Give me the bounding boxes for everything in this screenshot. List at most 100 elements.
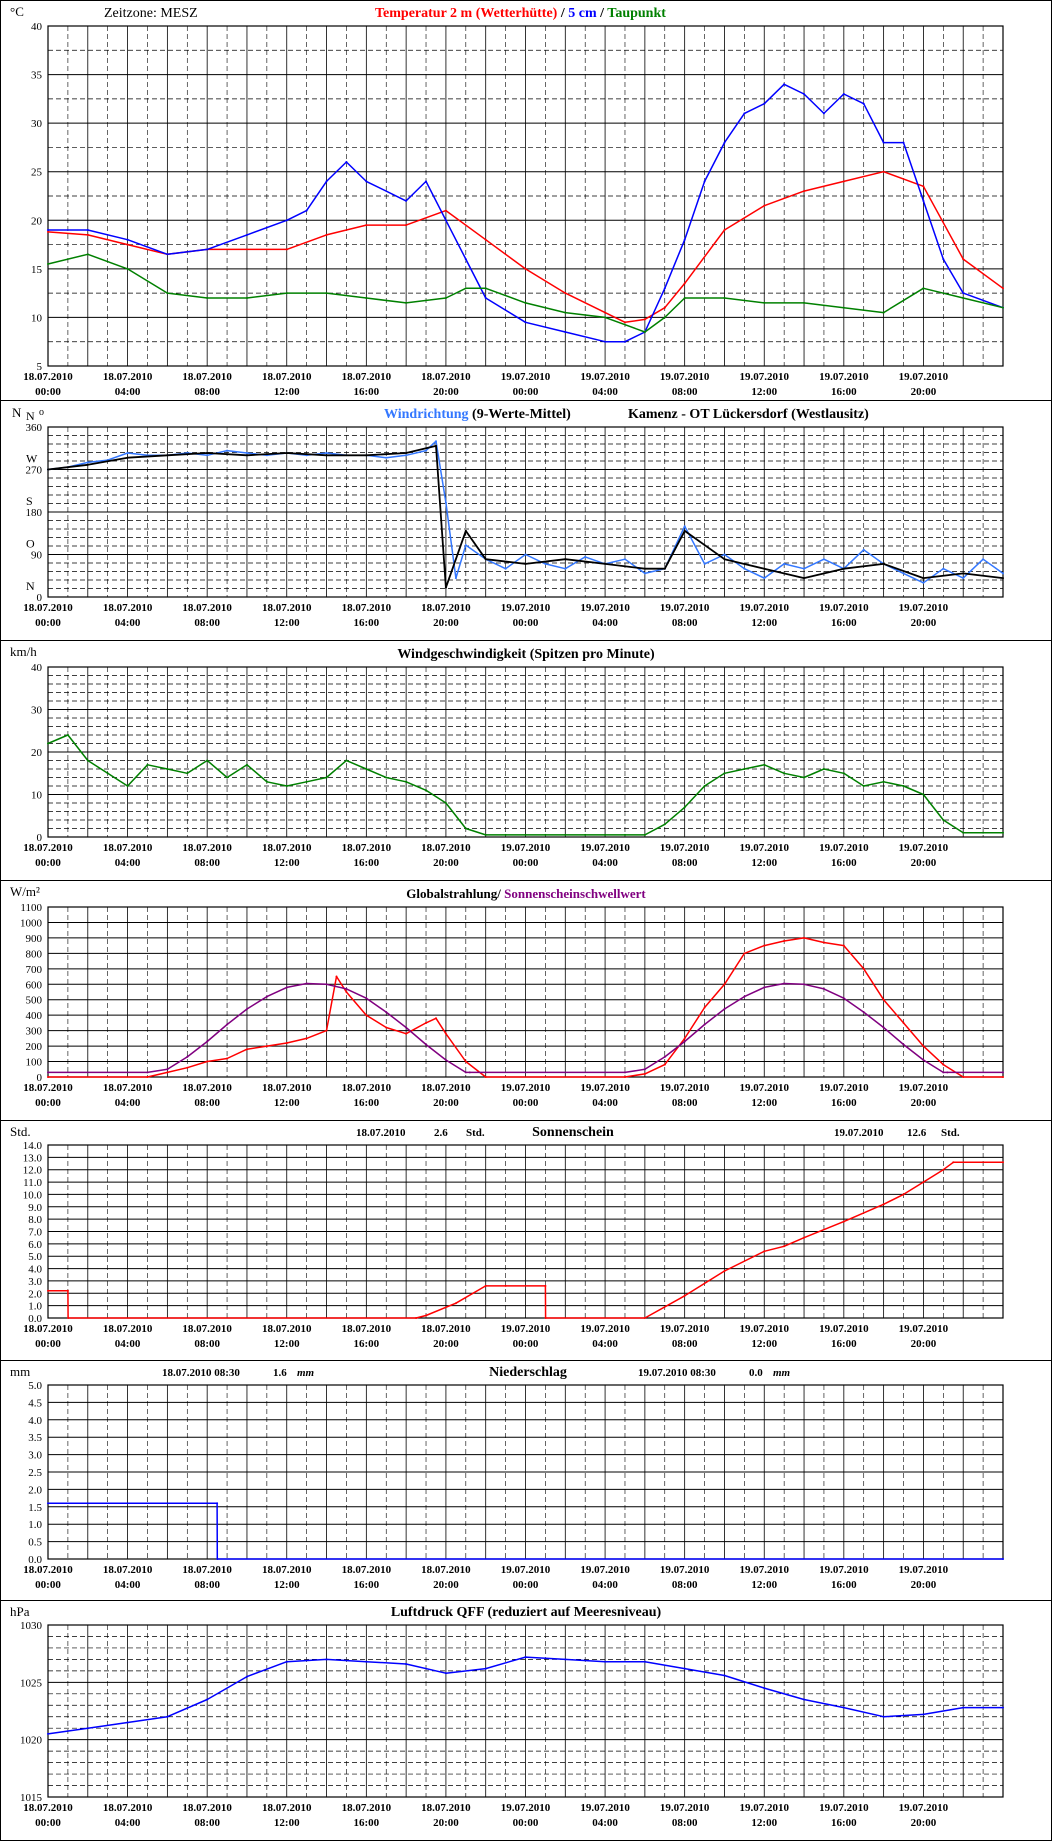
data-point xyxy=(982,831,985,834)
y-tick-label: 1000 xyxy=(20,917,43,929)
series-line-1 xyxy=(48,1502,1003,1560)
data-point xyxy=(723,141,726,144)
data-point xyxy=(226,776,229,779)
data-point xyxy=(942,819,945,821)
y-tick-label: 3.5 xyxy=(28,1432,42,1444)
data-point xyxy=(703,785,706,787)
y-tick-label: 1030 xyxy=(20,1620,43,1632)
y-tick-label: 0.5 xyxy=(28,1537,42,1549)
x-time-label: 08:00 xyxy=(672,1338,698,1350)
data-point xyxy=(524,1656,527,1659)
y-tick-label: 20 xyxy=(31,747,43,759)
title-part: Sonnenscheinschwellwert xyxy=(504,886,646,901)
x-date-label: 19.07.2010 xyxy=(899,602,949,614)
data-point xyxy=(803,190,805,193)
data-point xyxy=(803,983,805,986)
data-point xyxy=(425,180,427,183)
data-point xyxy=(454,1302,457,1305)
data-point xyxy=(385,1026,388,1029)
data-point xyxy=(425,1021,427,1024)
data-point xyxy=(643,567,646,570)
data-point xyxy=(663,1063,666,1066)
x-time-label: 08:00 xyxy=(194,617,220,629)
y-tick-label: 3.0 xyxy=(28,1450,42,1462)
data-point xyxy=(624,1076,626,1078)
x-time-label: 08:00 xyxy=(194,857,220,869)
data-point xyxy=(663,567,666,570)
direction-label: N xyxy=(26,409,35,423)
data-point xyxy=(484,238,487,241)
data-point xyxy=(624,558,626,561)
data-point xyxy=(126,1721,129,1724)
x-date-label: 18.07.2010 xyxy=(103,1323,153,1335)
data-point xyxy=(246,1675,248,1678)
data-point xyxy=(47,1732,49,1735)
data-point xyxy=(415,1317,418,1319)
data-point xyxy=(882,1203,885,1206)
x-time-label: 04:00 xyxy=(115,1579,141,1591)
data-point xyxy=(265,780,268,783)
data-point xyxy=(86,461,89,464)
data-point xyxy=(216,1558,219,1560)
x-time-label: 12:00 xyxy=(274,1338,300,1350)
data-point xyxy=(803,776,805,779)
data-point xyxy=(464,1071,467,1074)
data-point xyxy=(783,562,786,565)
x-date-label: 19.07.2010 xyxy=(501,1802,551,1814)
x-date-label: 18.07.2010 xyxy=(342,842,392,854)
data-point xyxy=(683,1037,686,1040)
data-point xyxy=(663,287,666,290)
x-time-label: 12:00 xyxy=(751,1817,777,1829)
series-line-1 xyxy=(48,937,1003,1078)
x-date-label: 19.07.2010 xyxy=(899,1082,949,1094)
data-point xyxy=(365,224,368,227)
data-point xyxy=(962,258,965,261)
timezone-label: Zeitzone: MESZ xyxy=(104,6,198,21)
y-tick-label: 4.0 xyxy=(28,1415,42,1427)
data-point xyxy=(683,1040,686,1043)
data-point xyxy=(922,185,925,188)
x-date-label: 19.07.2010 xyxy=(660,1082,710,1094)
data-point xyxy=(166,454,169,457)
title-part: / xyxy=(557,6,568,21)
x-date-label: 19.07.2010 xyxy=(580,1802,630,1814)
data-point xyxy=(464,529,467,532)
data-point xyxy=(882,780,885,783)
x-time-label: 16:00 xyxy=(831,617,857,629)
data-point xyxy=(166,253,169,256)
x-time-label: 00:00 xyxy=(513,1579,539,1591)
x-date-label: 19.07.2010 xyxy=(899,1323,949,1335)
x-time-label: 20:00 xyxy=(433,1097,459,1109)
data-point xyxy=(226,1023,229,1026)
data-point xyxy=(942,1063,945,1066)
x-time-label: 00:00 xyxy=(35,1579,61,1591)
x-time-label: 08:00 xyxy=(672,1097,698,1109)
data-point xyxy=(504,1284,507,1287)
data-point xyxy=(206,1698,209,1701)
data-point xyxy=(365,180,368,183)
data-point xyxy=(405,199,408,202)
data-point xyxy=(206,1040,209,1043)
data-point xyxy=(345,987,348,990)
data-point xyxy=(703,1023,706,1026)
data-point xyxy=(206,452,209,454)
x-time-label: 20:00 xyxy=(911,857,937,869)
data-point xyxy=(1002,1161,1004,1164)
x-date-label: 18.07.2010 xyxy=(342,1323,392,1335)
data-point xyxy=(444,802,447,804)
chart-title: Temperatur 2 m (Wetterhütte) / 5 cm / Ta… xyxy=(375,6,666,21)
data-point xyxy=(624,833,626,836)
data-point xyxy=(206,454,209,457)
data-point xyxy=(604,562,607,565)
y-tick-label: 4.5 xyxy=(28,1397,42,1409)
x-date-label: 19.07.2010 xyxy=(501,602,551,614)
annotation-value: 2.6 xyxy=(434,1127,448,1139)
data-point xyxy=(584,833,587,836)
data-point xyxy=(643,331,646,333)
data-point xyxy=(444,1032,447,1035)
x-time-label: 20:00 xyxy=(911,1817,937,1829)
y-tick-label: 10 xyxy=(31,790,43,802)
y-tick-label: 8.0 xyxy=(28,1214,42,1226)
chart-panel-1: 5 10 15 20 25 30 35 40 °C 18.07.2010 00:00 18.07.20… xyxy=(10,4,1004,398)
data-point xyxy=(484,287,487,290)
